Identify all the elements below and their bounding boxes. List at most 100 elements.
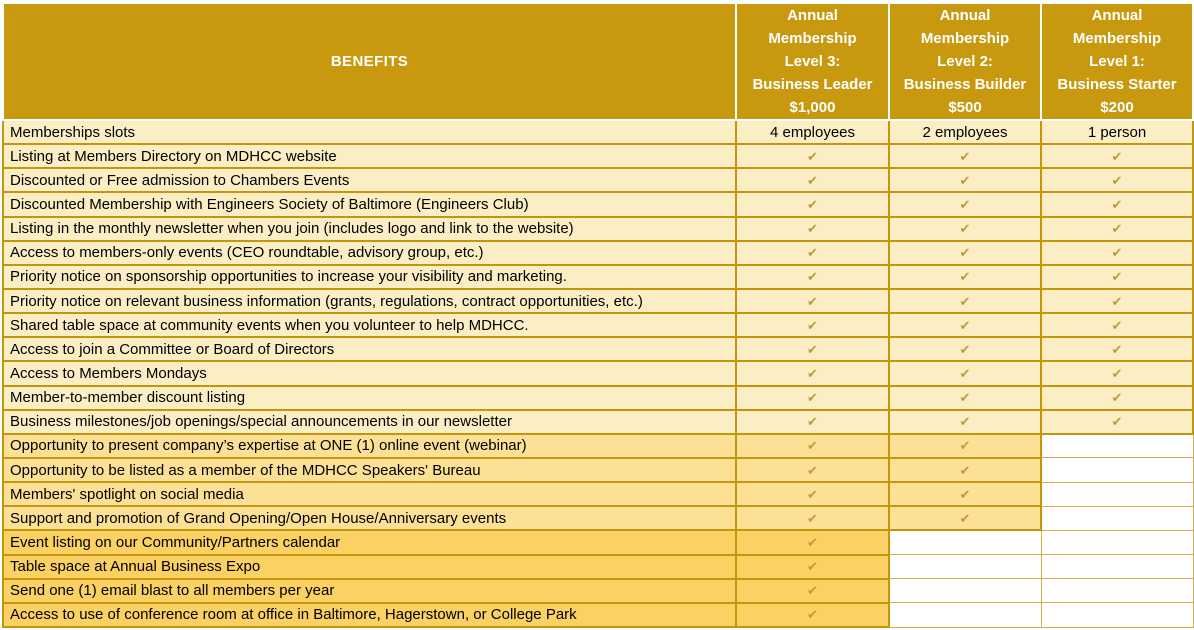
empty-cell bbox=[1040, 554, 1194, 580]
check-icon: ✔ bbox=[1111, 317, 1123, 333]
check-icon: ✔ bbox=[959, 148, 971, 164]
check-icon: ✔ bbox=[807, 462, 818, 478]
check-icon: ✔ bbox=[807, 414, 818, 430]
benefit-label: Member-to-member discount listing bbox=[2, 384, 737, 411]
check-cell: ✔ bbox=[888, 191, 1042, 218]
table-row: Members' spotlight on social media ✔ ✔ bbox=[2, 481, 1194, 508]
check-icon: ✔ bbox=[959, 390, 971, 406]
check-cell: ✔ bbox=[735, 191, 890, 218]
empty-cell bbox=[1040, 602, 1194, 628]
benefit-label: Memberships slots bbox=[2, 118, 737, 146]
check-icon: ✔ bbox=[1111, 196, 1123, 212]
benefit-label: Listing at Members Directory on MDHCC we… bbox=[2, 143, 737, 170]
table-row: Access to Members Mondays ✔ ✔ ✔ bbox=[2, 360, 1194, 387]
check-cell: ✔ bbox=[888, 505, 1042, 532]
table-row: Opportunity to present company’s experti… bbox=[2, 432, 1194, 459]
check-icon: ✔ bbox=[959, 293, 971, 309]
check-icon: ✔ bbox=[807, 583, 818, 599]
check-icon: ✔ bbox=[959, 414, 971, 430]
table-row: Listing at Members Directory on MDHCC we… bbox=[2, 143, 1194, 170]
table-header-row: BENEFITS Annual Membership Level 3: Busi… bbox=[2, 2, 1194, 121]
check-icon: ✔ bbox=[807, 534, 818, 550]
check-cell: ✔ bbox=[1040, 384, 1194, 411]
check-icon: ✔ bbox=[1111, 269, 1123, 285]
check-cell: ✔ bbox=[735, 456, 890, 484]
table-row: Discounted or Free admission to Chambers… bbox=[2, 167, 1194, 194]
check-cell: ✔ bbox=[1040, 143, 1194, 170]
check-cell: ✔ bbox=[735, 432, 890, 459]
check-icon: ✔ bbox=[807, 196, 818, 212]
check-cell: ✔ bbox=[735, 287, 890, 315]
check-icon: ✔ bbox=[807, 317, 818, 333]
check-icon: ✔ bbox=[959, 172, 971, 188]
check-icon: ✔ bbox=[1111, 341, 1123, 357]
table-row: Support and promotion of Grand Opening/O… bbox=[2, 505, 1194, 532]
benefit-label: Opportunity to present company’s experti… bbox=[2, 432, 737, 459]
check-cell: ✔ bbox=[888, 312, 1042, 339]
check-cell: ✔ bbox=[735, 336, 890, 363]
check-cell: ✔ bbox=[1040, 312, 1194, 339]
check-icon: ✔ bbox=[959, 196, 971, 212]
table-row: Discounted Membership with Engineers Soc… bbox=[2, 191, 1194, 218]
check-icon: ✔ bbox=[959, 510, 971, 526]
benefit-label: Opportunity to be listed as a member of … bbox=[2, 456, 737, 484]
check-icon: ✔ bbox=[959, 341, 971, 357]
check-cell: ✔ bbox=[1040, 167, 1194, 194]
check-cell: ✔ bbox=[888, 360, 1042, 387]
empty-cell bbox=[888, 529, 1042, 556]
check-cell: ✔ bbox=[735, 505, 890, 532]
check-cell: ✔ bbox=[735, 239, 890, 266]
table-row: Memberships slots 4 employees 2 employees 1… bbox=[2, 118, 1194, 146]
check-icon: ✔ bbox=[807, 559, 818, 575]
check-icon: ✔ bbox=[959, 245, 971, 261]
check-cell: ✔ bbox=[1040, 360, 1194, 387]
empty-cell bbox=[1040, 505, 1194, 531]
check-cell: ✔ bbox=[888, 336, 1042, 363]
check-icon: ✔ bbox=[807, 390, 818, 406]
table-row: Table space at Annual Business Expo ✔ bbox=[2, 553, 1194, 580]
check-cell: ✔ bbox=[1040, 215, 1194, 242]
check-icon: ✔ bbox=[807, 172, 818, 188]
benefit-label: Table space at Annual Business Expo bbox=[2, 553, 737, 580]
check-icon: ✔ bbox=[1111, 414, 1123, 430]
table-row: Member-to-member discount listing ✔ ✔ ✔ bbox=[2, 384, 1194, 411]
check-cell: ✔ bbox=[1040, 263, 1194, 290]
empty-cell bbox=[888, 554, 1042, 580]
check-icon: ✔ bbox=[959, 462, 971, 478]
check-icon: ✔ bbox=[807, 365, 818, 381]
table-row: Priority notice on sponsorship opportuni… bbox=[2, 263, 1194, 290]
check-cell: ✔ bbox=[735, 360, 890, 387]
check-cell: ✔ bbox=[1040, 191, 1194, 218]
benefit-label: Shared table space at community events w… bbox=[2, 312, 737, 339]
check-cell: ✔ bbox=[1040, 239, 1194, 266]
check-icon: ✔ bbox=[959, 221, 971, 237]
check-icon: ✔ bbox=[1111, 365, 1123, 381]
check-cell: ✔ bbox=[888, 167, 1042, 194]
check-icon: ✔ bbox=[959, 365, 971, 381]
check-icon: ✔ bbox=[807, 148, 818, 164]
table-row: Listing in the monthly newsletter when y… bbox=[2, 215, 1194, 242]
slots-cell: 1 person bbox=[1040, 118, 1194, 146]
check-icon: ✔ bbox=[807, 438, 818, 454]
table-row: Access to join a Committee or Board of D… bbox=[2, 336, 1194, 363]
table-row: Shared table space at community events w… bbox=[2, 312, 1194, 339]
check-cell: ✔ bbox=[735, 215, 890, 242]
benefit-label: Priority notice on sponsorship opportuni… bbox=[2, 263, 737, 290]
slots-cell: 4 employees bbox=[735, 118, 890, 146]
check-cell: ✔ bbox=[1040, 287, 1194, 315]
check-icon: ✔ bbox=[1111, 390, 1123, 406]
table-row: Priority notice on relevant business inf… bbox=[2, 287, 1194, 315]
benefit-label: Access to members-only events (CEO round… bbox=[2, 239, 737, 266]
check-cell: ✔ bbox=[888, 432, 1042, 459]
check-cell: ✔ bbox=[735, 312, 890, 339]
benefit-label: Access to Members Mondays bbox=[2, 360, 737, 387]
level-2-header-cell: Annual Membership Level 2: Business Buil… bbox=[888, 2, 1042, 121]
benefit-label: Discounted Membership with Engineers Soc… bbox=[2, 191, 737, 218]
empty-cell bbox=[1040, 457, 1194, 483]
table-row: Business milestones/job openings/special… bbox=[2, 408, 1194, 435]
slots-cell: 2 employees bbox=[888, 118, 1042, 146]
check-icon: ✔ bbox=[1111, 245, 1123, 261]
check-cell: ✔ bbox=[735, 481, 890, 508]
check-cell: ✔ bbox=[888, 384, 1042, 411]
check-cell: ✔ bbox=[888, 215, 1042, 242]
